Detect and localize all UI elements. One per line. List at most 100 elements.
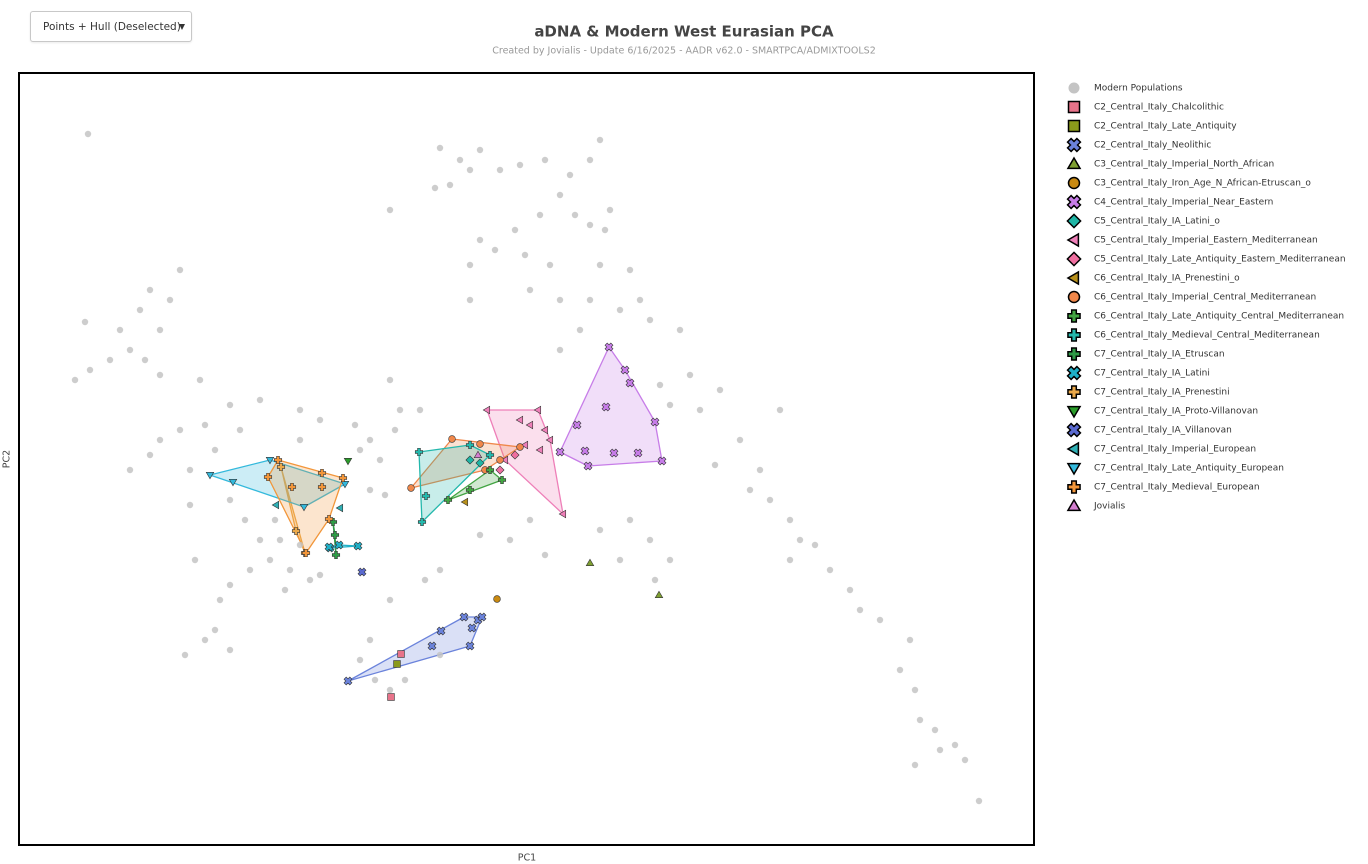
modern-point bbox=[296, 436, 304, 444]
modern-point bbox=[566, 171, 574, 179]
sample-point bbox=[525, 420, 534, 430]
modern-point bbox=[296, 541, 304, 549]
modern-point bbox=[686, 371, 694, 379]
sample-point bbox=[460, 497, 469, 507]
sample-point bbox=[324, 514, 334, 524]
legend-label: C3_Central_Italy_Iron_Age_N_African-Etru… bbox=[1094, 179, 1311, 189]
view-mode-dropdown[interactable]: Points + Hull (Deselected) bbox=[30, 11, 192, 42]
modern-point bbox=[975, 797, 983, 805]
modern-point bbox=[911, 761, 919, 769]
modern-point bbox=[391, 426, 399, 434]
modern-point bbox=[141, 356, 149, 364]
sample-point bbox=[476, 440, 484, 448]
sample-point bbox=[465, 641, 475, 651]
modern-point bbox=[626, 266, 634, 274]
sample-point bbox=[609, 448, 619, 458]
modern-point bbox=[606, 206, 614, 214]
sample-point bbox=[485, 450, 495, 460]
legend-label: C5_Central_Italy_Imperial_Eastern_Medite… bbox=[1094, 236, 1318, 246]
sample-point bbox=[500, 455, 509, 465]
modern-point bbox=[211, 626, 219, 634]
modern-point bbox=[156, 436, 164, 444]
modern-point bbox=[351, 421, 359, 429]
modern-point bbox=[81, 318, 89, 326]
legend-label: C3_Central_Italy_Imperial_North_African bbox=[1094, 160, 1274, 170]
modern-point bbox=[316, 571, 324, 579]
modern-point bbox=[236, 426, 244, 434]
sample-point bbox=[473, 450, 483, 459]
modern-point bbox=[316, 416, 324, 424]
modern-point bbox=[736, 436, 744, 444]
sample-point bbox=[417, 517, 427, 527]
legend-marker bbox=[1066, 232, 1080, 248]
legend-label: C6_Central_Italy_Imperial_Central_Medite… bbox=[1094, 293, 1316, 303]
y-axis-label: PC2 bbox=[2, 450, 13, 468]
modern-point bbox=[136, 306, 144, 314]
legend-label: C7_Central_Italy_Imperial_European bbox=[1094, 445, 1256, 455]
sample-point bbox=[273, 455, 283, 465]
modern-point bbox=[476, 531, 484, 539]
sample-point bbox=[330, 530, 340, 540]
modern-point bbox=[626, 516, 634, 524]
modern-point bbox=[436, 651, 444, 659]
modern-point bbox=[476, 236, 484, 244]
sample-point bbox=[465, 485, 475, 495]
sample-point bbox=[604, 342, 614, 352]
sample-point bbox=[650, 417, 660, 427]
modern-point bbox=[366, 486, 374, 494]
legend-marker bbox=[1067, 176, 1081, 190]
modern-point bbox=[201, 636, 209, 644]
sample-point bbox=[343, 676, 353, 686]
modern-point bbox=[476, 146, 484, 154]
legend-marker bbox=[1067, 328, 1081, 342]
modern-point bbox=[466, 261, 474, 269]
legend-label: C5_Central_Italy_IA_Latini_o bbox=[1094, 217, 1220, 227]
legend-marker bbox=[1066, 441, 1080, 457]
modern-point bbox=[226, 496, 234, 504]
legend-marker bbox=[1066, 156, 1082, 170]
modern-point bbox=[521, 251, 529, 259]
legend-label: C6_Central_Italy_Medieval_Central_Medite… bbox=[1094, 331, 1320, 341]
modern-point bbox=[666, 556, 674, 564]
modern-point bbox=[166, 296, 174, 304]
modern-point bbox=[931, 726, 939, 734]
sample-point bbox=[387, 693, 395, 701]
legend-marker bbox=[1066, 498, 1082, 512]
dropdown-arrow bbox=[179, 24, 185, 30]
sample-point bbox=[331, 550, 341, 560]
modern-point bbox=[181, 651, 189, 659]
modern-point bbox=[386, 206, 394, 214]
modern-point bbox=[146, 286, 154, 294]
sample-point bbox=[228, 478, 238, 487]
sample-point bbox=[620, 365, 630, 375]
modern-point bbox=[876, 616, 884, 624]
sample-point bbox=[477, 612, 487, 622]
modern-point bbox=[356, 656, 364, 664]
sample-point bbox=[493, 595, 501, 603]
sample-point bbox=[535, 445, 544, 455]
sample-point bbox=[263, 472, 273, 482]
chart-subtitle: Created by Jovialis - Update 6/16/2025 -… bbox=[492, 46, 876, 57]
group-hull bbox=[486, 409, 564, 515]
modern-point bbox=[421, 576, 429, 584]
sample-point bbox=[657, 456, 667, 466]
sample-point bbox=[497, 475, 507, 485]
modern-point bbox=[226, 646, 234, 654]
sample-point bbox=[335, 503, 344, 513]
sample-point bbox=[276, 462, 286, 472]
modern-point bbox=[271, 516, 279, 524]
modern-point bbox=[446, 181, 454, 189]
modern-point bbox=[556, 346, 564, 354]
modern-point bbox=[616, 556, 624, 564]
sample-point bbox=[580, 446, 590, 456]
modern-point bbox=[201, 421, 209, 429]
modern-point bbox=[196, 376, 204, 384]
sample-point bbox=[397, 650, 405, 658]
modern-point bbox=[191, 556, 199, 564]
legend-marker bbox=[1066, 270, 1080, 286]
modern-point bbox=[186, 501, 194, 509]
sample-point bbox=[353, 541, 363, 551]
legend-label: C4_Central_Italy_Imperial_Near_Eastern bbox=[1094, 198, 1273, 208]
